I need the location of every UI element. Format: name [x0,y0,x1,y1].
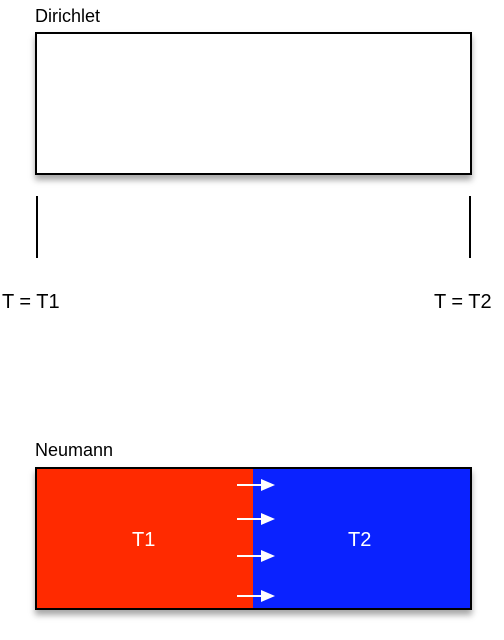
neumann-left-region: T1 [37,469,253,608]
neumann-domain-box: T1 T2 [35,467,472,610]
right-region-label: T2 [348,529,372,551]
left-boundary-marker [36,196,38,258]
flux-arrow-icon [237,590,275,602]
dirichlet-domain-box [35,32,472,175]
flux-arrow-icon [237,479,275,491]
flux-arrow-icon [237,513,275,525]
left-boundary-label: T = T1 [2,291,60,313]
left-region-label: T1 [132,529,156,551]
right-boundary-marker [469,196,471,258]
neumann-right-region: T2 [253,469,470,608]
neumann-title: Neumann [35,440,114,460]
right-boundary-label: T = T2 [434,291,492,313]
dirichlet-title: Dirichlet [35,6,101,26]
flux-arrow-icon [237,550,275,562]
